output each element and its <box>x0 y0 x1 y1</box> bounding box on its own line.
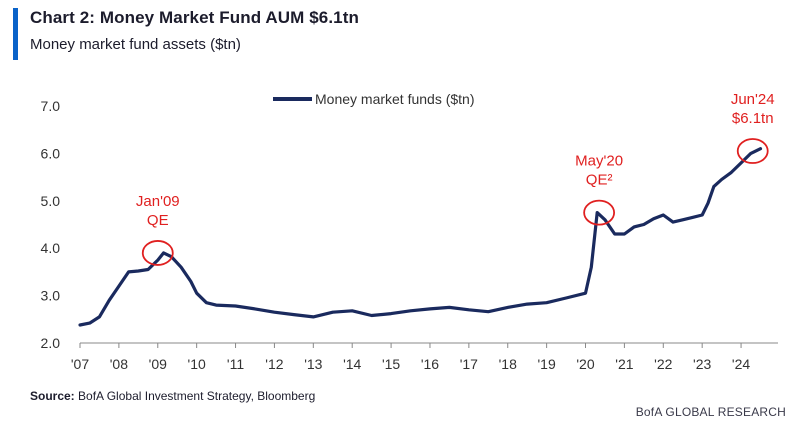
y-tick-label: 2.0 <box>41 335 61 351</box>
x-tick-label: '18 <box>499 356 517 372</box>
annotation-label: QE² <box>586 172 613 189</box>
x-tick-label: '11 <box>227 356 244 372</box>
x-tick-label: '08 <box>110 356 128 372</box>
annotation: Jun'24 $6.1tn <box>731 91 775 164</box>
x-tick-label: '24 <box>732 356 750 372</box>
y-tick-label: 4.0 <box>41 240 61 256</box>
chart-subtitle: Money market fund assets ($tn) <box>30 36 241 53</box>
chart-title: Chart 2: Money Market Fund AUM $6.1tn <box>30 8 359 27</box>
x-tick-label: '16 <box>421 356 439 372</box>
legend-label: Money market funds ($tn) <box>315 91 475 107</box>
x-tick-label: '12 <box>265 356 283 372</box>
annotation-circle <box>736 138 769 164</box>
annotation: May'20 QE² <box>575 153 623 226</box>
x-tick-label: '09 <box>149 356 167 372</box>
annotation-circle <box>141 240 174 266</box>
brand-label: BofA GLOBAL RESEARCH <box>635 405 786 419</box>
annotation-circle <box>583 199 616 226</box>
x-tick-label: '15 <box>382 356 400 372</box>
source-label: Source: <box>30 389 75 403</box>
x-tick-label: '21 <box>615 356 633 372</box>
source-text: BofA Global Investment Strategy, Bloombe… <box>78 389 316 403</box>
y-tick-label: 3.0 <box>41 288 61 304</box>
annotation-label: QE <box>147 212 169 229</box>
x-tick-label: '17 <box>460 356 478 372</box>
x-tick-label: '07 <box>71 356 89 372</box>
x-tick-label: '20 <box>576 356 594 372</box>
title-accent-bar <box>13 8 18 60</box>
annotation-label: Jan'09 <box>136 193 180 210</box>
y-tick-label: 7.0 <box>41 98 61 114</box>
series-line-money-market-funds <box>78 147 763 327</box>
annotation: Jan'09 QE <box>136 193 180 266</box>
x-tick-label: '19 <box>538 356 556 372</box>
x-tick-label: '13 <box>304 356 322 372</box>
y-tick-label: 5.0 <box>41 193 61 209</box>
x-tick-label: '22 <box>654 356 672 372</box>
legend: Money market funds ($tn) <box>273 91 475 107</box>
annotation-label: May'20 <box>575 153 623 170</box>
x-tick-label: '23 <box>693 356 711 372</box>
y-tick-label: 6.0 <box>41 145 61 161</box>
annotation-label: Jun'24 <box>731 91 775 108</box>
x-tick-label: '14 <box>343 356 361 372</box>
x-tick-label: '10 <box>188 356 206 372</box>
annotation-label: $6.1tn <box>732 110 774 127</box>
source-note: Source: BofA Global Investment Strategy,… <box>30 389 315 403</box>
